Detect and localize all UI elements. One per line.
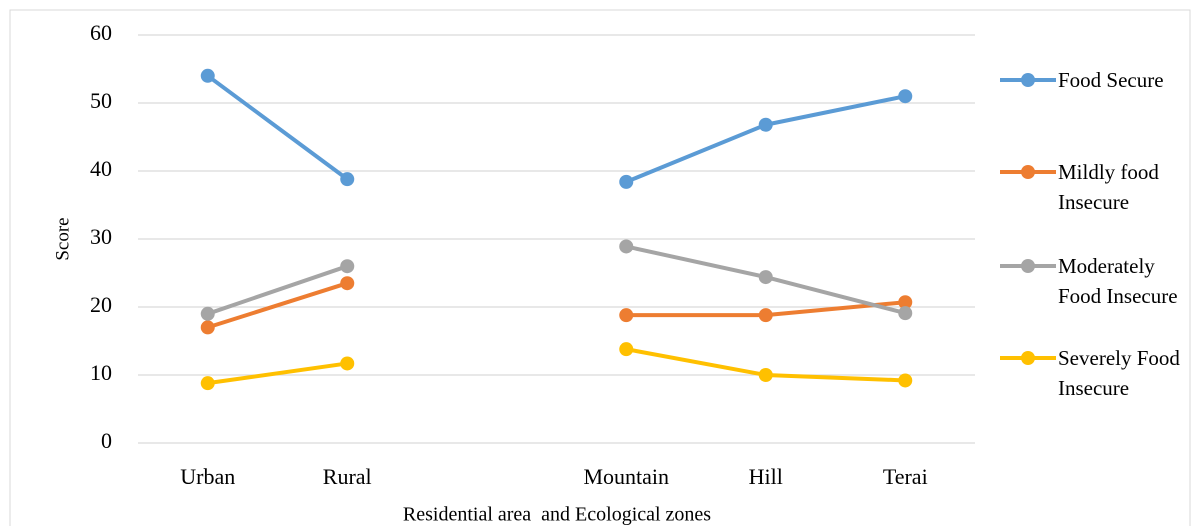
data-point bbox=[200, 376, 215, 391]
data-point bbox=[758, 270, 773, 285]
y-tick-label: 0 bbox=[101, 428, 112, 453]
series-line bbox=[206, 74, 906, 184]
data-point bbox=[898, 306, 913, 321]
data-point bbox=[340, 356, 355, 371]
data-point bbox=[340, 259, 355, 274]
data-point bbox=[758, 117, 773, 132]
data-point bbox=[898, 373, 913, 388]
data-point bbox=[200, 320, 215, 335]
data-point bbox=[619, 239, 634, 254]
legend-label: Food Secure bbox=[1058, 68, 1164, 92]
x-tick-label: Rural bbox=[323, 464, 372, 489]
y-tick-label: 10 bbox=[90, 360, 112, 385]
data-point bbox=[200, 68, 215, 83]
legend-marker bbox=[1021, 165, 1035, 179]
x-axis-title: Residential area and Ecological zones bbox=[403, 504, 711, 526]
y-axis-title: Score bbox=[52, 217, 73, 260]
series-line bbox=[207, 244, 906, 316]
legend-label: Severely Food Insecure bbox=[1058, 346, 1180, 400]
x-tick-label: Urban bbox=[180, 464, 235, 489]
data-point bbox=[758, 368, 773, 382]
legend-marker bbox=[1021, 259, 1035, 273]
legend-marker bbox=[1021, 73, 1035, 87]
data-point bbox=[619, 308, 634, 323]
y-tick-label: 50 bbox=[90, 88, 112, 113]
y-tick-label: 30 bbox=[90, 224, 112, 249]
x-tick-label: Terai bbox=[883, 464, 928, 489]
data-point bbox=[619, 342, 634, 357]
x-tick-label: Mountain bbox=[583, 464, 669, 489]
data-point bbox=[758, 308, 773, 323]
data-point bbox=[340, 276, 355, 291]
y-tick-label: 40 bbox=[90, 156, 112, 181]
series-line bbox=[207, 281, 906, 330]
legend-marker bbox=[1021, 351, 1035, 365]
series-line bbox=[207, 347, 906, 386]
data-point bbox=[898, 295, 913, 310]
data-point bbox=[200, 306, 215, 321]
data-point bbox=[340, 172, 355, 187]
legend-label: Mildly food Insecure bbox=[1058, 160, 1159, 214]
y-tick-label: 60 bbox=[90, 20, 112, 45]
x-tick-label: Hill bbox=[749, 464, 783, 489]
chart-frame bbox=[9, 9, 1191, 526]
legend-label: Moderately Food Insecure bbox=[1058, 254, 1178, 308]
data-point bbox=[619, 174, 634, 189]
y-tick-label: 20 bbox=[90, 292, 112, 317]
data-point bbox=[898, 89, 913, 104]
